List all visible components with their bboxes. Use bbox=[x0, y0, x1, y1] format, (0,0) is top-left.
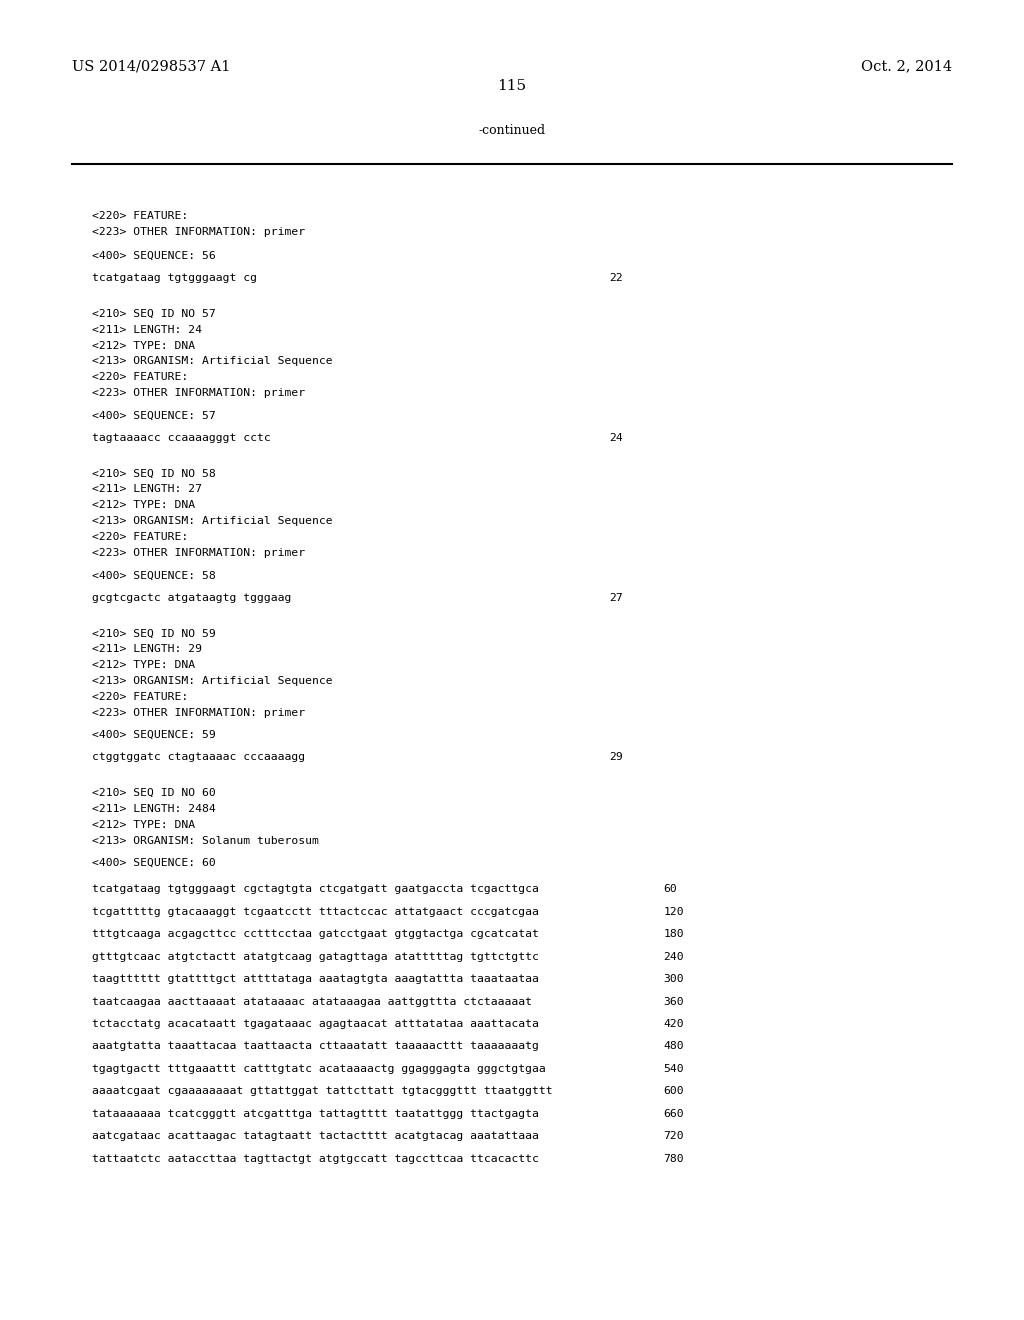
Text: 300: 300 bbox=[664, 974, 684, 985]
Text: gtttgtcaac atgtctactt atatgtcaag gatagttaga atatttttag tgttctgttc: gtttgtcaac atgtctactt atatgtcaag gatagtt… bbox=[92, 952, 539, 962]
Text: <220> FEATURE:: <220> FEATURE: bbox=[92, 211, 188, 222]
Text: 540: 540 bbox=[664, 1064, 684, 1074]
Text: <211> LENGTH: 27: <211> LENGTH: 27 bbox=[92, 484, 202, 495]
Text: <210> SEQ ID NO 57: <210> SEQ ID NO 57 bbox=[92, 309, 216, 319]
Text: 660: 660 bbox=[664, 1109, 684, 1119]
Text: <212> TYPE: DNA: <212> TYPE: DNA bbox=[92, 500, 196, 511]
Text: taatcaagaa aacttaaaat atataaaac atataaagaa aattggttta ctctaaaaat: taatcaagaa aacttaaaat atataaaac atataaag… bbox=[92, 997, 532, 1007]
Text: <210> SEQ ID NO 59: <210> SEQ ID NO 59 bbox=[92, 628, 216, 639]
Text: <213> ORGANISM: Artificial Sequence: <213> ORGANISM: Artificial Sequence bbox=[92, 356, 333, 367]
Text: <400> SEQUENCE: 57: <400> SEQUENCE: 57 bbox=[92, 411, 216, 421]
Text: <213> ORGANISM: Artificial Sequence: <213> ORGANISM: Artificial Sequence bbox=[92, 516, 333, 527]
Text: 22: 22 bbox=[609, 273, 623, 284]
Text: <212> TYPE: DNA: <212> TYPE: DNA bbox=[92, 660, 196, 671]
Text: 115: 115 bbox=[498, 79, 526, 94]
Text: <211> LENGTH: 29: <211> LENGTH: 29 bbox=[92, 644, 202, 655]
Text: <223> OTHER INFORMATION: primer: <223> OTHER INFORMATION: primer bbox=[92, 227, 305, 238]
Text: US 2014/0298537 A1: US 2014/0298537 A1 bbox=[72, 59, 230, 74]
Text: taagtttttt gtattttgct attttataga aaatagtgta aaagtattta taaataataa: taagtttttt gtattttgct attttataga aaatagt… bbox=[92, 974, 539, 985]
Text: 600: 600 bbox=[664, 1086, 684, 1097]
Text: tagtaaaacc ccaaaagggt cctc: tagtaaaacc ccaaaagggt cctc bbox=[92, 433, 271, 444]
Text: <220> FEATURE:: <220> FEATURE: bbox=[92, 372, 188, 383]
Text: Oct. 2, 2014: Oct. 2, 2014 bbox=[861, 59, 952, 74]
Text: 24: 24 bbox=[609, 433, 623, 444]
Text: <223> OTHER INFORMATION: primer: <223> OTHER INFORMATION: primer bbox=[92, 388, 305, 399]
Text: <210> SEQ ID NO 58: <210> SEQ ID NO 58 bbox=[92, 469, 216, 479]
Text: <400> SEQUENCE: 60: <400> SEQUENCE: 60 bbox=[92, 858, 216, 869]
Text: 720: 720 bbox=[664, 1131, 684, 1142]
Text: 29: 29 bbox=[609, 752, 623, 763]
Text: -continued: -continued bbox=[478, 124, 546, 137]
Text: tgagtgactt tttgaaattt catttgtatc acataaaactg ggagggagta gggctgtgaa: tgagtgactt tttgaaattt catttgtatc acataaa… bbox=[92, 1064, 546, 1074]
Text: tcatgataag tgtgggaagt cgctagtgta ctcgatgatt gaatgaccta tcgacttgca: tcatgataag tgtgggaagt cgctagtgta ctcgatg… bbox=[92, 884, 539, 895]
Text: <211> LENGTH: 24: <211> LENGTH: 24 bbox=[92, 325, 202, 335]
Text: <213> ORGANISM: Artificial Sequence: <213> ORGANISM: Artificial Sequence bbox=[92, 676, 333, 686]
Text: 27: 27 bbox=[609, 593, 623, 603]
Text: <220> FEATURE:: <220> FEATURE: bbox=[92, 532, 188, 543]
Text: <400> SEQUENCE: 59: <400> SEQUENCE: 59 bbox=[92, 730, 216, 741]
Text: tcgatttttg gtacaaaggt tcgaatcctt tttactccac attatgaact cccgatcgaa: tcgatttttg gtacaaaggt tcgaatcctt tttactc… bbox=[92, 907, 539, 917]
Text: 780: 780 bbox=[664, 1154, 684, 1164]
Text: <223> OTHER INFORMATION: primer: <223> OTHER INFORMATION: primer bbox=[92, 708, 305, 718]
Text: <223> OTHER INFORMATION: primer: <223> OTHER INFORMATION: primer bbox=[92, 548, 305, 558]
Text: ctggtggatc ctagtaaaac cccaaaagg: ctggtggatc ctagtaaaac cccaaaagg bbox=[92, 752, 305, 763]
Text: <400> SEQUENCE: 56: <400> SEQUENCE: 56 bbox=[92, 251, 216, 261]
Text: aatcgataac acattaagac tatagtaatt tactactttt acatgtacag aaatattaaa: aatcgataac acattaagac tatagtaatt tactact… bbox=[92, 1131, 539, 1142]
Text: tttgtcaaga acgagcttcc cctttcctaa gatcctgaat gtggtactga cgcatcatat: tttgtcaaga acgagcttcc cctttcctaa gatcctg… bbox=[92, 929, 539, 940]
Text: <220> FEATURE:: <220> FEATURE: bbox=[92, 692, 188, 702]
Text: 60: 60 bbox=[664, 884, 677, 895]
Text: tcatgataag tgtgggaagt cg: tcatgataag tgtgggaagt cg bbox=[92, 273, 257, 284]
Text: <400> SEQUENCE: 58: <400> SEQUENCE: 58 bbox=[92, 570, 216, 581]
Text: tctacctatg acacataatt tgagataaac agagtaacat atttatataa aaattacata: tctacctatg acacataatt tgagataaac agagtaa… bbox=[92, 1019, 539, 1030]
Text: gcgtcgactc atgataagtg tgggaag: gcgtcgactc atgataagtg tgggaag bbox=[92, 593, 292, 603]
Text: 120: 120 bbox=[664, 907, 684, 917]
Text: 180: 180 bbox=[664, 929, 684, 940]
Text: tattaatctc aataccttaa tagttactgt atgtgccatt tagccttcaa ttcacacttc: tattaatctc aataccttaa tagttactgt atgtgcc… bbox=[92, 1154, 539, 1164]
Text: <211> LENGTH: 2484: <211> LENGTH: 2484 bbox=[92, 804, 216, 814]
Text: aaatgtatta taaattacaa taattaacta cttaaatatt taaaaacttt taaaaaaatg: aaatgtatta taaattacaa taattaacta cttaaat… bbox=[92, 1041, 539, 1052]
Text: 240: 240 bbox=[664, 952, 684, 962]
Text: 360: 360 bbox=[664, 997, 684, 1007]
Text: aaaatcgaat cgaaaaaaaat gttattggat tattcttatt tgtacgggttt ttaatggttt: aaaatcgaat cgaaaaaaaat gttattggat tattct… bbox=[92, 1086, 553, 1097]
Text: tataaaaaaa tcatcgggtt atcgatttga tattagtttt taatattggg ttactgagta: tataaaaaaa tcatcgggtt atcgatttga tattagt… bbox=[92, 1109, 539, 1119]
Text: <212> TYPE: DNA: <212> TYPE: DNA bbox=[92, 341, 196, 351]
Text: <212> TYPE: DNA: <212> TYPE: DNA bbox=[92, 820, 196, 830]
Text: 420: 420 bbox=[664, 1019, 684, 1030]
Text: <210> SEQ ID NO 60: <210> SEQ ID NO 60 bbox=[92, 788, 216, 799]
Text: 480: 480 bbox=[664, 1041, 684, 1052]
Text: <213> ORGANISM: Solanum tuberosum: <213> ORGANISM: Solanum tuberosum bbox=[92, 836, 319, 846]
